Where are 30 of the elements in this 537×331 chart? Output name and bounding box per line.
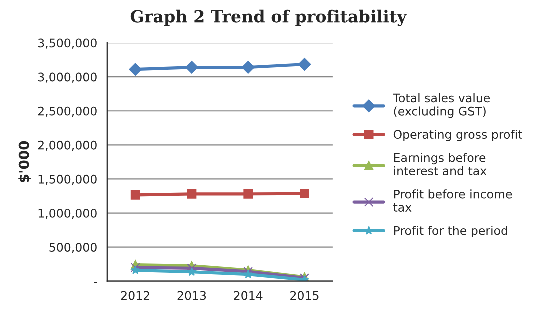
point xyxy=(187,190,197,199)
x-tick-label: 2014 xyxy=(234,291,263,300)
y-tick-label: 1,000,000 xyxy=(38,208,97,220)
point xyxy=(186,61,198,74)
y-tick-label: 1,500,000 xyxy=(38,174,97,186)
y-axis-title: $'000 xyxy=(18,141,32,183)
y-tick-label: 3,500,000 xyxy=(38,38,97,49)
x-tick-label: 2015 xyxy=(290,291,319,300)
point xyxy=(129,63,142,76)
chart-title: Graph 2 Trend of profitability xyxy=(130,10,408,26)
y-tick-label: 2,500,000 xyxy=(38,106,97,117)
x-tick-label: 2012 xyxy=(121,291,150,300)
y-tick-label: 3,000,000 xyxy=(38,72,97,83)
y-tick-label: 500,000 xyxy=(50,243,97,254)
legend-label: Earnings before interest and tax xyxy=(394,153,487,176)
y-tick-label: - xyxy=(94,282,98,284)
point xyxy=(130,190,140,200)
point xyxy=(300,189,310,199)
legend-label: Profit for the period xyxy=(394,226,508,238)
point xyxy=(244,270,253,278)
y-tick-label: 2,000,000 xyxy=(38,140,97,152)
legend-label: Operating gross profit xyxy=(394,130,522,142)
legend-label: Total sales value (excluding GST) xyxy=(393,93,490,118)
point xyxy=(187,267,196,276)
point xyxy=(131,266,140,274)
point xyxy=(298,58,312,71)
x-tick-label: 2013 xyxy=(178,291,206,300)
legend-label: Profit before income tax xyxy=(394,190,512,212)
point xyxy=(244,190,254,199)
point xyxy=(242,61,255,74)
